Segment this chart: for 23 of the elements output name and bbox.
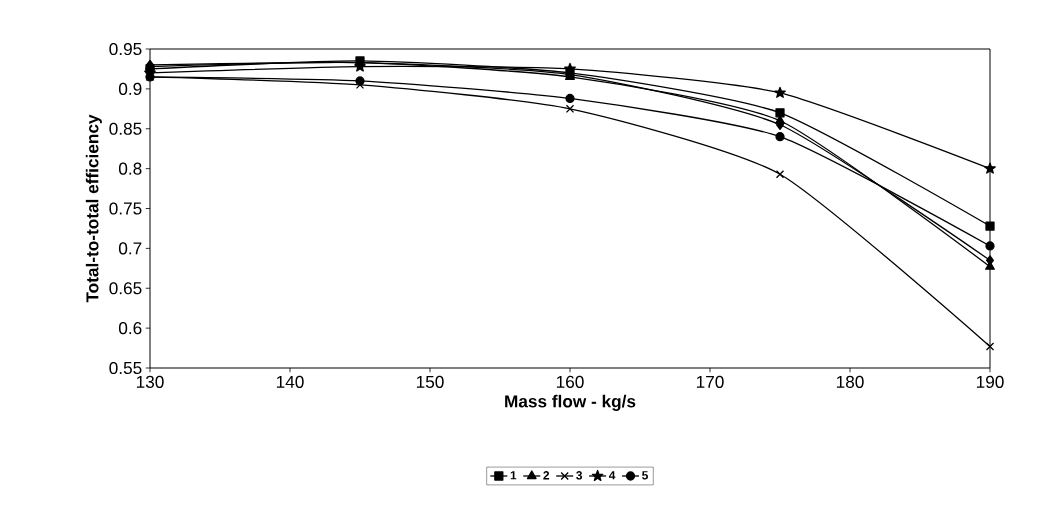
- x-tick-label: 140: [276, 375, 304, 388]
- x-tick-label: 130: [136, 375, 164, 388]
- legend-label: 5: [642, 471, 648, 480]
- y-axis-title: Total-to-total efficiency: [85, 114, 102, 303]
- y-tick-label: 0.55: [109, 361, 142, 375]
- legend-label: 3: [576, 471, 583, 480]
- y-tick-label: 0.95: [109, 42, 142, 56]
- y-tick-label: 0.6: [118, 322, 142, 335]
- x-tick-label: 170: [696, 375, 724, 388]
- y-tick-label: 0.9: [118, 82, 142, 95]
- legend-label: 2: [543, 471, 550, 480]
- y-tick-label: 0.85: [109, 122, 142, 135]
- legend-label: 4: [608, 471, 616, 480]
- x-tick-label: 180: [836, 375, 864, 388]
- x-tick-label: 150: [416, 375, 444, 388]
- y-tick-label: 0.8: [118, 162, 142, 175]
- x-axis-title: Mass flow - kg/s: [505, 394, 636, 411]
- y-tick-label: 0.65: [109, 282, 142, 295]
- x-tick-label: 190: [976, 375, 1004, 388]
- x-tick-label: 160: [556, 375, 584, 388]
- y-tick-label: 0.75: [109, 202, 142, 215]
- legend-label: 1: [510, 471, 517, 480]
- y-tick-label: 0.7: [118, 242, 142, 255]
